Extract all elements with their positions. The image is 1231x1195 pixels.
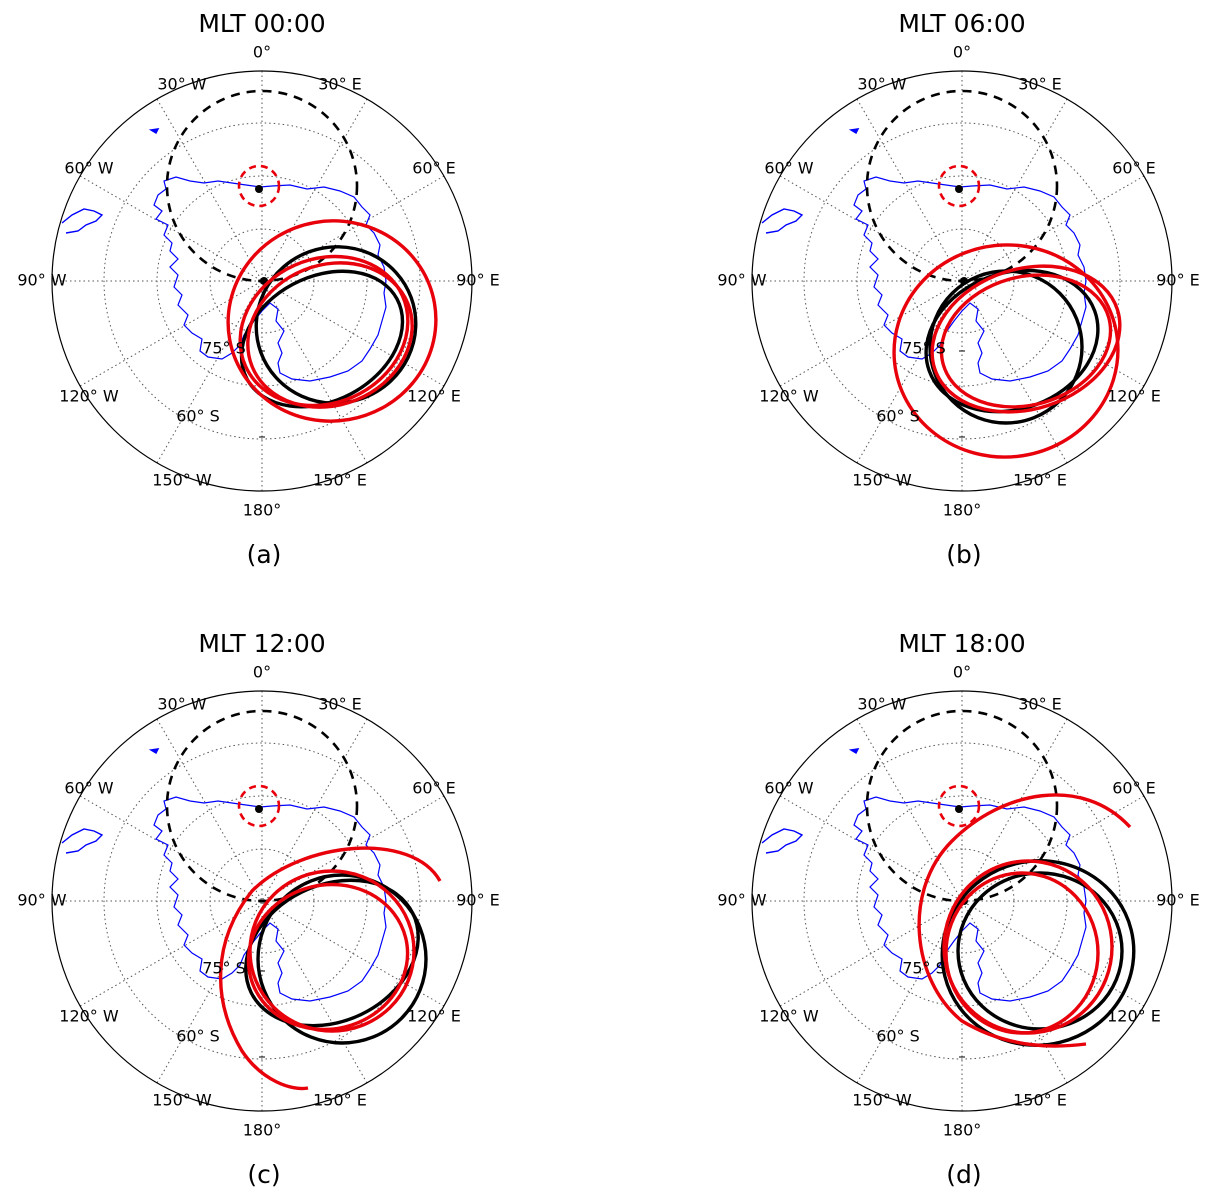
latitude-label: 60° S bbox=[876, 407, 920, 426]
longitude-label: 0° bbox=[953, 663, 971, 682]
map-panel-c bbox=[52, 691, 472, 1111]
longitude-label: 0° bbox=[253, 663, 271, 682]
longitude-label: 150° W bbox=[852, 471, 912, 490]
panel-title: MLT 06:00 bbox=[898, 9, 1025, 38]
latitude-label: 60° S bbox=[176, 407, 220, 426]
longitude-label: 150° W bbox=[852, 1091, 912, 1110]
longitude-label: 150° E bbox=[313, 1091, 367, 1110]
black-oval-2 bbox=[256, 873, 428, 1045]
longitude-label: 120° W bbox=[59, 387, 119, 406]
longitude-label: 150° W bbox=[152, 1091, 212, 1110]
longitude-label: 90° W bbox=[17, 891, 66, 910]
panel-caption: (c) bbox=[247, 1160, 280, 1189]
longitude-label: 90° E bbox=[1156, 271, 1200, 290]
red-oval-1 bbox=[226, 219, 438, 423]
longitude-label: 30° W bbox=[157, 75, 206, 94]
longitude-label: 180° bbox=[243, 501, 282, 520]
map-panel-b bbox=[752, 71, 1172, 491]
map-panel-d bbox=[752, 691, 1172, 1111]
longitude-label: 90° E bbox=[1156, 891, 1200, 910]
latitude-label: 75° S bbox=[202, 339, 246, 358]
longitude-label: 30° W bbox=[157, 695, 206, 714]
longitude-label: 90° W bbox=[17, 271, 66, 290]
longitude-label: 0° bbox=[253, 43, 271, 62]
red-spiral bbox=[219, 846, 442, 1091]
map-panel-a bbox=[52, 71, 472, 491]
longitude-label: 90° W bbox=[717, 271, 766, 290]
longitude-label: 30° W bbox=[857, 695, 906, 714]
longitude-label: 150° E bbox=[313, 471, 367, 490]
red-oval-3 bbox=[939, 273, 1113, 409]
latitude-label: 60° S bbox=[876, 1027, 920, 1046]
panel-title: MLT 18:00 bbox=[898, 629, 1025, 658]
longitude-label: 30° E bbox=[318, 75, 362, 94]
longitude-label: 150° E bbox=[1013, 471, 1067, 490]
panel-caption: (b) bbox=[946, 540, 981, 569]
longitude-label: 0° bbox=[953, 43, 971, 62]
latitude-label: 75° S bbox=[902, 959, 946, 978]
longitude-label: 120° W bbox=[59, 1007, 119, 1026]
longitude-label: 30° E bbox=[318, 695, 362, 714]
black-oval-1 bbox=[940, 859, 1136, 1047]
longitude-label: 150° E bbox=[1013, 1091, 1067, 1110]
panel-title: MLT 00:00 bbox=[198, 9, 325, 38]
longitude-label: 30° W bbox=[857, 75, 906, 94]
longitude-label: 120° E bbox=[407, 1007, 461, 1026]
latitude-label: 60° S bbox=[176, 1027, 220, 1046]
longitude-label: 180° bbox=[943, 1121, 982, 1140]
longitude-label: 60° E bbox=[412, 159, 456, 178]
longitude-label: 120° W bbox=[759, 387, 819, 406]
longitude-label: 30° E bbox=[1018, 695, 1062, 714]
longitude-label: 180° bbox=[243, 1121, 282, 1140]
longitude-label: 90° E bbox=[456, 891, 500, 910]
longitude-label: 60° E bbox=[1112, 159, 1156, 178]
red-oval-2 bbox=[944, 871, 1100, 1035]
red-spiral bbox=[917, 793, 1132, 1048]
longitude-label: 60° E bbox=[412, 779, 456, 798]
longitude-label: 120° W bbox=[759, 1007, 819, 1026]
longitude-label: 90° E bbox=[456, 271, 500, 290]
longitude-label: 60° W bbox=[764, 159, 813, 178]
panel-caption: (a) bbox=[247, 540, 282, 569]
longitude-label: 150° W bbox=[152, 471, 212, 490]
latitude-label: 75° S bbox=[202, 959, 246, 978]
longitude-label: 30° E bbox=[1018, 75, 1062, 94]
red-oval-2 bbox=[246, 882, 410, 1032]
panel-caption: (d) bbox=[946, 1160, 981, 1189]
longitude-label: 60° W bbox=[764, 779, 813, 798]
longitude-label: 90° W bbox=[717, 891, 766, 910]
red-oval-2 bbox=[930, 264, 1122, 414]
panel-title: MLT 12:00 bbox=[198, 629, 325, 658]
longitude-label: 60° E bbox=[1112, 779, 1156, 798]
red-oval-3 bbox=[246, 261, 414, 409]
longitude-label: 120° E bbox=[1107, 387, 1161, 406]
longitude-label: 60° W bbox=[64, 779, 113, 798]
longitude-label: 120° E bbox=[1107, 1007, 1161, 1026]
latitude-label: 75° S bbox=[902, 339, 946, 358]
longitude-label: 180° bbox=[943, 501, 982, 520]
red-oval-1 bbox=[942, 859, 1114, 1035]
longitude-label: 120° E bbox=[407, 387, 461, 406]
longitude-label: 60° W bbox=[64, 159, 113, 178]
